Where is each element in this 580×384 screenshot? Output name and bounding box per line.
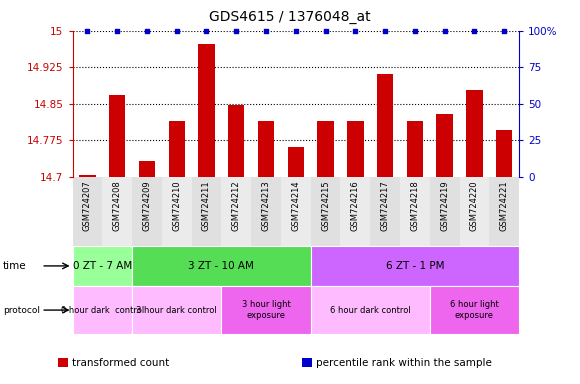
- Text: transformed count: transformed count: [72, 358, 170, 368]
- Text: GSM724215: GSM724215: [321, 180, 330, 231]
- Text: GSM724221: GSM724221: [500, 180, 509, 231]
- Bar: [228, 105, 244, 177]
- Bar: [347, 121, 364, 177]
- Bar: [466, 90, 483, 177]
- Point: [172, 28, 182, 34]
- Text: GSM724219: GSM724219: [440, 180, 449, 231]
- Point: [142, 28, 151, 34]
- Point: [291, 28, 300, 34]
- Bar: [437, 114, 453, 177]
- Bar: [109, 95, 125, 177]
- Text: 3 hour light
exposure: 3 hour light exposure: [242, 300, 291, 320]
- Text: protocol: protocol: [3, 306, 40, 314]
- Point: [113, 28, 122, 34]
- Point: [321, 28, 330, 34]
- Text: GSM724220: GSM724220: [470, 180, 479, 231]
- Point: [202, 28, 211, 34]
- Text: GSM724213: GSM724213: [262, 180, 270, 231]
- Text: 0 ZT - 7 AM: 0 ZT - 7 AM: [72, 261, 132, 271]
- Point: [231, 28, 241, 34]
- Text: GSM724218: GSM724218: [411, 180, 419, 231]
- Point: [499, 28, 509, 34]
- Bar: [79, 175, 96, 177]
- Text: GDS4615 / 1376048_at: GDS4615 / 1376048_at: [209, 10, 371, 23]
- Bar: [377, 74, 393, 177]
- Text: 6 hour light
exposure: 6 hour light exposure: [450, 300, 499, 320]
- Bar: [258, 121, 274, 177]
- Text: GSM724217: GSM724217: [380, 180, 390, 231]
- Bar: [407, 121, 423, 177]
- Text: 6 ZT - 1 PM: 6 ZT - 1 PM: [386, 261, 444, 271]
- Text: GSM724211: GSM724211: [202, 180, 211, 231]
- Text: GSM724209: GSM724209: [143, 180, 151, 231]
- Bar: [139, 161, 155, 177]
- Text: GSM724208: GSM724208: [113, 180, 122, 231]
- Point: [83, 28, 92, 34]
- Point: [380, 28, 390, 34]
- Text: GSM724207: GSM724207: [83, 180, 92, 231]
- Point: [351, 28, 360, 34]
- Point: [470, 28, 479, 34]
- Text: GSM724214: GSM724214: [291, 180, 300, 231]
- Text: 3 ZT - 10 AM: 3 ZT - 10 AM: [188, 261, 254, 271]
- Point: [440, 28, 450, 34]
- Point: [262, 28, 271, 34]
- Text: 3 hour dark control: 3 hour dark control: [136, 306, 217, 314]
- Text: 6 hour dark control: 6 hour dark control: [330, 306, 411, 314]
- Point: [410, 28, 419, 34]
- Text: 0 hour dark  control: 0 hour dark control: [61, 306, 144, 314]
- Bar: [317, 121, 334, 177]
- Text: GSM724210: GSM724210: [172, 180, 181, 231]
- Bar: [288, 147, 304, 177]
- Text: time: time: [3, 261, 27, 271]
- Text: percentile rank within the sample: percentile rank within the sample: [316, 358, 492, 368]
- Bar: [169, 121, 185, 177]
- Text: GSM724216: GSM724216: [351, 180, 360, 231]
- Bar: [198, 44, 215, 177]
- Bar: [496, 131, 512, 177]
- Text: GSM724212: GSM724212: [232, 180, 241, 231]
